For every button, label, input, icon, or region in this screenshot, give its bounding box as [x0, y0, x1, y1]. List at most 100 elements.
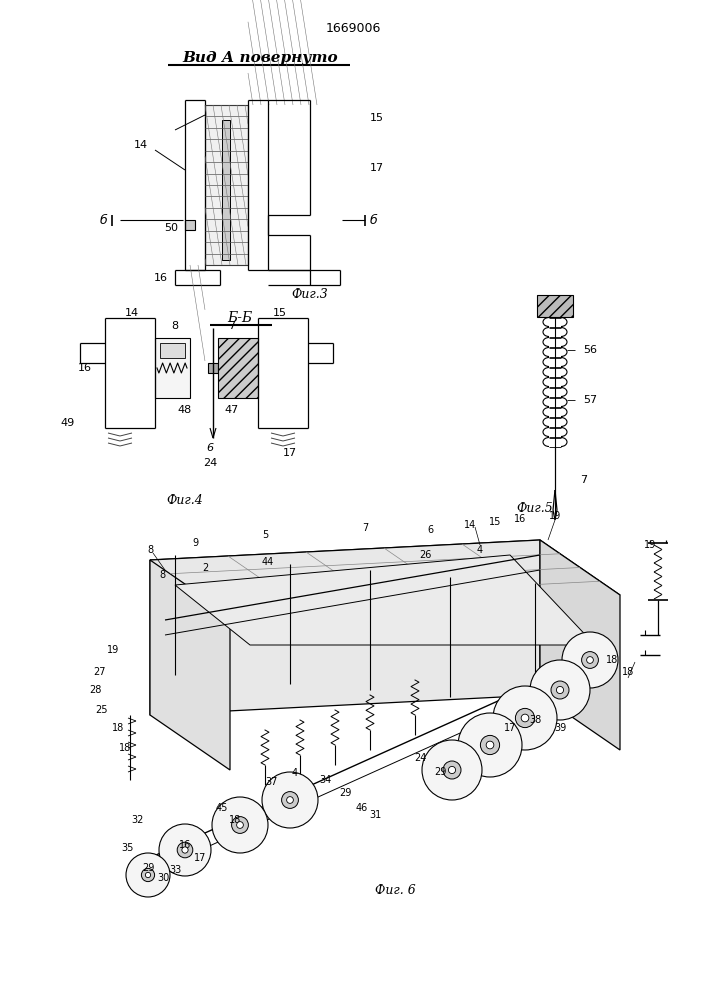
Text: 31: 31 — [369, 810, 381, 820]
Text: 4: 4 — [477, 545, 483, 555]
Text: 34: 34 — [319, 775, 331, 785]
Text: 16: 16 — [514, 514, 526, 524]
Text: 24: 24 — [203, 458, 217, 468]
Text: 18: 18 — [229, 815, 241, 825]
Circle shape — [486, 741, 494, 749]
Text: 6: 6 — [206, 443, 214, 453]
Bar — [155, 338, 190, 398]
Text: 38: 38 — [529, 715, 541, 725]
Circle shape — [159, 824, 211, 876]
Text: 27: 27 — [94, 667, 106, 677]
Circle shape — [448, 766, 455, 774]
Bar — [185, 220, 195, 230]
Text: 14: 14 — [464, 520, 476, 530]
Bar — [537, 295, 573, 317]
Text: 39: 39 — [554, 723, 566, 733]
Text: 57: 57 — [583, 395, 597, 405]
Circle shape — [212, 797, 268, 853]
Text: 18: 18 — [112, 723, 124, 733]
Circle shape — [458, 713, 522, 777]
Text: 16: 16 — [179, 840, 191, 850]
Text: 8: 8 — [171, 321, 179, 331]
Text: 6: 6 — [427, 525, 433, 535]
Circle shape — [530, 660, 590, 720]
Text: 49: 49 — [61, 418, 75, 428]
Text: 5: 5 — [262, 530, 268, 540]
Text: 32: 32 — [132, 815, 144, 825]
Polygon shape — [150, 540, 620, 615]
Circle shape — [422, 740, 482, 800]
Text: 16: 16 — [154, 273, 168, 283]
Circle shape — [587, 657, 593, 663]
Text: б: б — [99, 214, 107, 227]
Text: 18: 18 — [622, 667, 634, 677]
Circle shape — [556, 686, 563, 694]
Circle shape — [237, 822, 243, 828]
Text: 29: 29 — [142, 863, 154, 873]
Text: 14: 14 — [134, 140, 148, 150]
Circle shape — [126, 853, 170, 897]
Text: 25: 25 — [95, 705, 108, 715]
Text: 44: 44 — [262, 557, 274, 567]
Text: 24: 24 — [414, 753, 426, 763]
Text: 26: 26 — [419, 550, 431, 560]
Text: 7: 7 — [228, 321, 235, 331]
Text: Фиг. 6: Фиг. 6 — [375, 884, 416, 896]
Text: 4: 4 — [292, 768, 298, 778]
Text: 29: 29 — [339, 788, 351, 798]
Text: Фиг.5: Фиг.5 — [517, 502, 554, 514]
Text: Вид А повернуто: Вид А повернуто — [182, 51, 338, 65]
Bar — [218, 338, 258, 398]
Circle shape — [281, 792, 298, 808]
Text: 19: 19 — [107, 645, 119, 655]
Bar — [208, 363, 218, 373]
Text: 35: 35 — [122, 843, 134, 853]
Circle shape — [141, 868, 155, 882]
Bar — [222, 120, 230, 260]
Text: 18: 18 — [606, 655, 618, 665]
Polygon shape — [175, 555, 595, 645]
Text: 7: 7 — [362, 523, 368, 533]
Text: 15: 15 — [489, 517, 501, 527]
Polygon shape — [540, 540, 620, 750]
Text: 56: 56 — [583, 345, 597, 355]
Circle shape — [232, 817, 248, 833]
Circle shape — [182, 847, 188, 853]
Circle shape — [551, 681, 569, 699]
Text: 16: 16 — [78, 363, 92, 373]
Text: 2: 2 — [202, 563, 208, 573]
Text: 30: 30 — [157, 873, 169, 883]
Text: 19: 19 — [549, 511, 561, 521]
Text: 29: 29 — [434, 767, 446, 777]
Circle shape — [262, 772, 318, 828]
Text: Б-Б: Б-Б — [228, 311, 252, 325]
Text: 46: 46 — [356, 803, 368, 813]
Text: 7: 7 — [580, 475, 587, 485]
Text: 48: 48 — [178, 405, 192, 415]
Text: 37: 37 — [266, 777, 278, 787]
Text: 18: 18 — [119, 743, 131, 753]
Polygon shape — [150, 540, 540, 715]
Text: 17: 17 — [504, 723, 516, 733]
Bar — [205, 105, 248, 265]
Text: 19: 19 — [644, 540, 656, 550]
Circle shape — [582, 652, 598, 668]
Polygon shape — [150, 560, 230, 770]
Text: 17: 17 — [283, 448, 297, 458]
Text: 28: 28 — [89, 685, 101, 695]
Circle shape — [480, 735, 500, 755]
Text: 17: 17 — [370, 163, 384, 173]
Circle shape — [562, 632, 618, 688]
Circle shape — [177, 842, 193, 858]
Text: 50: 50 — [164, 223, 178, 233]
Text: 14: 14 — [125, 308, 139, 318]
Circle shape — [286, 797, 293, 803]
Text: 1669006: 1669006 — [325, 21, 380, 34]
Bar — [160, 343, 185, 358]
Circle shape — [493, 686, 557, 750]
Text: 17: 17 — [194, 853, 206, 863]
Circle shape — [146, 872, 151, 878]
Circle shape — [515, 708, 534, 728]
Circle shape — [443, 761, 461, 779]
Circle shape — [521, 714, 529, 722]
